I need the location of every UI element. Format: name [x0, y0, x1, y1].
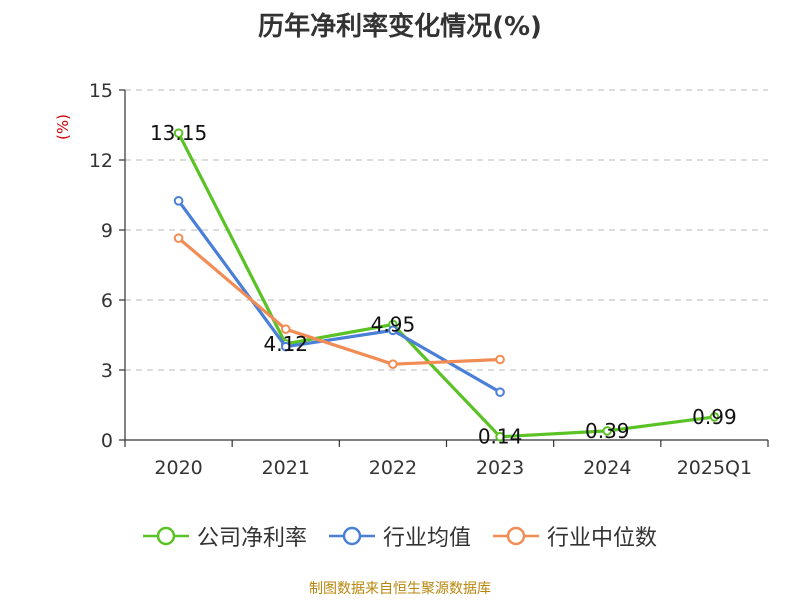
y-axis-unit: (%) [54, 114, 72, 140]
y-tick-label: 15 [89, 80, 113, 102]
y-tick-label: 3 [101, 360, 113, 382]
y-tick-label: 6 [101, 290, 113, 312]
grid-lines [125, 89, 768, 371]
series-2 [173, 196, 505, 397]
legend-item[interactable]: 公司净利率 [142, 520, 307, 552]
data-point [173, 233, 184, 243]
chart-title: 历年净利率变化情况(%) [258, 12, 542, 42]
x-tick-label: 2025Q1 [677, 457, 752, 479]
data-point [280, 341, 291, 352]
x-tick-label: 2020 [154, 457, 202, 479]
data-point [495, 431, 505, 442]
data-point [173, 128, 184, 138]
x-tick-label: 2021 [262, 457, 310, 479]
data-point [495, 387, 505, 397]
y-tick-label: 9 [101, 220, 113, 242]
y-tick-label: 0 [101, 430, 113, 452]
x-tick-label: 2023 [476, 457, 524, 479]
data-point [495, 354, 505, 365]
y-tick-label: 12 [89, 150, 113, 172]
legend-item[interactable]: 行业中位数 [493, 520, 657, 552]
legend-label: 行业均值 [382, 526, 471, 551]
data-point [388, 359, 398, 369]
source-note: 制图数据来自恒生聚源数据库 [309, 581, 491, 597]
legend-marker-icon [142, 526, 189, 546]
data-label: 4.95 [371, 313, 416, 337]
series-line [177, 236, 501, 366]
x-tick-label: 2024 [583, 457, 631, 479]
data-label: 13.15 [150, 121, 207, 145]
legend-label: 公司净利率 [196, 526, 307, 551]
series-3 [173, 233, 505, 369]
data-label: 4.12 [263, 332, 308, 356]
axes: 0 3 6 9 12 15 (%) 2020 2021 2022 2023 2024 2025Q1 [54, 80, 769, 479]
legend: 公司净利率 行业均值 行业中位数 [0, 520, 800, 552]
legend-label: 行业中位数 [547, 526, 658, 551]
legend-item[interactable]: 行业均值 [328, 520, 471, 552]
legend-marker-icon [493, 526, 539, 546]
data-label: 0.99 [692, 405, 737, 429]
data-point [388, 325, 398, 336]
data-point [709, 412, 720, 422]
x-tick-label: 2022 [369, 457, 417, 479]
data-point [280, 324, 291, 334]
data-point [602, 426, 613, 436]
series-line [177, 132, 715, 439]
data-label: 0.14 [478, 425, 523, 449]
data-point [173, 196, 184, 206]
data-label: 0.39 [585, 419, 630, 443]
series-lines [173, 128, 720, 442]
legend-marker-icon [328, 526, 375, 546]
series-1 [173, 128, 720, 442]
data-labels: 13.15 4.12 4.95 0.14 0.39 0.99 [150, 121, 737, 449]
